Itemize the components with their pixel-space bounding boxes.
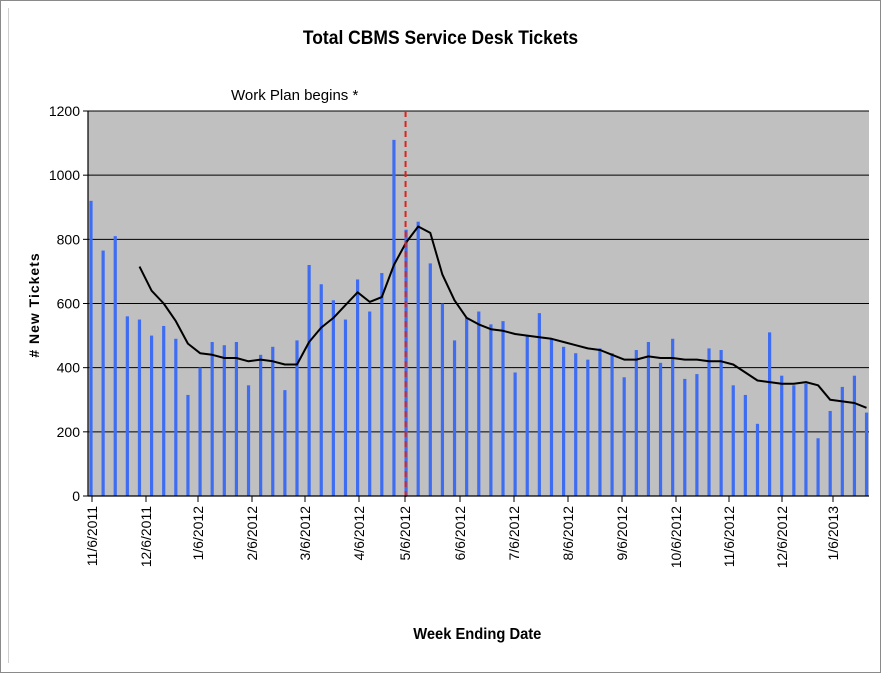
- x-axis-label: Week Ending Date: [413, 626, 542, 643]
- x-tick-label: 2/6/2012: [244, 506, 260, 561]
- work-plan-annotation: Work Plan begins *: [231, 87, 359, 104]
- bar: [355, 279, 360, 496]
- bar: [162, 325, 166, 496]
- bar: [792, 385, 796, 496]
- x-tick-label: 6/6/2012: [452, 506, 468, 561]
- y-tick-label: 200: [57, 424, 81, 440]
- bar: [586, 359, 590, 496]
- bar: [840, 386, 844, 496]
- y-tick-label: 800: [57, 231, 81, 247]
- y-tick-label: 600: [57, 296, 81, 312]
- bar: [658, 362, 663, 496]
- y-tick-label: 1000: [49, 167, 80, 183]
- bar: [755, 423, 760, 496]
- bar: [283, 390, 287, 496]
- trend-line: [138, 225, 867, 409]
- bar: [331, 300, 335, 496]
- bar: [307, 265, 311, 496]
- y-tick-label: 1200: [49, 103, 80, 119]
- bar: [198, 367, 202, 496]
- bar: [804, 383, 808, 496]
- bar: [89, 200, 93, 497]
- frame-rule: [8, 8, 9, 663]
- bar: [634, 350, 638, 496]
- bar: [768, 332, 772, 496]
- x-tick-label: 8/6/2012: [560, 506, 576, 561]
- bar: [174, 338, 178, 496]
- bar: [864, 412, 869, 496]
- bar: [137, 319, 142, 496]
- bar: [743, 394, 747, 496]
- bar: [416, 221, 420, 496]
- bar: [392, 139, 396, 496]
- bar: [525, 335, 529, 496]
- x-tick-label: 4/6/2012: [351, 506, 367, 561]
- bar: [852, 375, 857, 496]
- bar: [234, 342, 239, 496]
- bar: [149, 335, 154, 496]
- bar: [622, 377, 626, 496]
- bar: [101, 250, 105, 496]
- x-tick-label: 7/6/2012: [506, 506, 522, 561]
- bar: [465, 317, 469, 496]
- y-tick-label: 0: [72, 488, 80, 504]
- bar: [246, 385, 251, 496]
- bar: [452, 340, 457, 496]
- bar: [295, 340, 299, 496]
- x-tick-label: 12/6/2012: [774, 506, 790, 568]
- bar: [513, 372, 517, 496]
- x-tick-label: 11/6/2012: [721, 506, 737, 567]
- bar: [489, 324, 493, 496]
- bar: [477, 311, 481, 496]
- bar: [683, 378, 687, 496]
- bar: [380, 273, 384, 496]
- y-tick-label: 400: [57, 360, 81, 376]
- bar: [210, 342, 214, 496]
- x-tick-label: 5/6/2012: [397, 506, 413, 561]
- bar: [343, 319, 348, 496]
- bar: [707, 348, 711, 496]
- bar: [646, 342, 651, 496]
- bar: [222, 345, 226, 496]
- x-tick-label: 1/6/2013: [825, 506, 841, 561]
- bar: [671, 338, 675, 496]
- bar: [695, 374, 699, 496]
- x-tick-label: 9/6/2012: [614, 506, 630, 561]
- bar: [125, 316, 129, 496]
- bar: [561, 346, 566, 496]
- bar: [828, 410, 832, 496]
- bar: [549, 338, 554, 496]
- bar: [719, 350, 723, 496]
- bar: [537, 313, 541, 496]
- bar: [780, 375, 784, 496]
- bar: [113, 236, 117, 496]
- x-tick-label: 3/6/2012: [297, 506, 313, 561]
- bar: [598, 348, 602, 496]
- bar: [186, 394, 190, 496]
- bar: [574, 353, 578, 496]
- x-tick-label: 1/6/2012: [190, 506, 206, 561]
- bar: [501, 321, 505, 496]
- bar: [319, 284, 323, 496]
- x-tick-label: 10/6/2012: [668, 506, 684, 568]
- x-tick-label: 11/6/2011: [84, 506, 100, 566]
- bar: [259, 354, 263, 496]
- bar: [271, 346, 275, 496]
- bar: [428, 263, 432, 496]
- bar: [610, 353, 614, 496]
- x-tick-label: 12/6/2011: [138, 506, 154, 567]
- chart-title: Total CBMS Service Desk Tickets: [302, 28, 579, 49]
- bar: [440, 303, 445, 496]
- bar: [368, 311, 372, 496]
- bar: [816, 438, 820, 496]
- bar: [731, 385, 735, 496]
